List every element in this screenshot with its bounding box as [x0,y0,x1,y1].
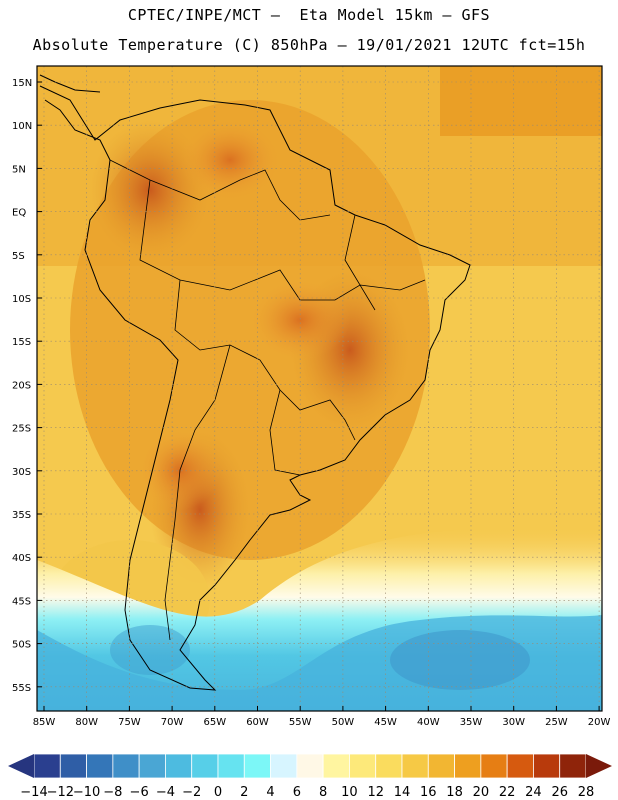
colorbar-segment [427,753,455,779]
colorbar-segment [217,753,245,779]
colorbar-label: 10 [341,785,358,800]
lon-tick-label: 65W [203,717,226,728]
colorbar-label: 26 [551,785,568,800]
lon-tick-label: 35W [460,717,483,728]
colorbar-label: 22 [499,785,516,800]
colorbar-segment [506,753,534,779]
colorbar-segment [59,753,87,779]
lon-tick-label: 60W [246,717,269,728]
country-borders [109,159,426,641]
colorbar-label: 24 [525,785,542,800]
colorbar-segment [138,753,166,779]
colorbar-label: 8 [319,785,327,800]
colorbar-label: 2 [240,785,248,800]
colorbar-segment [559,753,587,779]
colorbar-label: −2 [182,785,201,800]
colorbar-segment [243,753,271,779]
colorbar-segment [86,753,114,779]
lon-tick-label: 75W [118,717,141,728]
colorbar-label: 28 [578,785,595,800]
lon-tick-label: 50W [332,717,355,728]
lon-tick-label: 85W [33,717,56,728]
colorbar-segment [112,753,140,779]
map-frame [36,65,603,712]
colorbar-segment [401,753,429,779]
lon-tick-label: 25W [545,717,568,728]
lat-tick-label: 25S [12,424,31,435]
lat-tick-label: 20S [12,380,31,391]
lon-tick-label: 45W [374,717,397,728]
lat-tick-label: 55S [12,683,31,694]
temperature-field [37,66,602,711]
lat-tick-label: 5S [12,251,25,262]
lat-tick-label: 15N [12,78,32,89]
colorbar-min-arrow [8,754,34,778]
lat-tick-label: 15S [12,337,31,348]
colorbar-segment [165,753,193,779]
colorbar-segment [480,753,508,779]
lat-tick-label: 40S [12,553,31,564]
latitude-labels: 15N 10N 5N EQ 5S 10S 15S 20S 25S 30S 35S 40S 45S 50S 5… [12,78,42,694]
colorbar-label: −8 [103,785,122,800]
lat-tick-label: EQ [12,208,26,219]
header-line-2: Absolute Temperature (C) 850hPa – 19/01/… [32,36,586,54]
lat-tick-label: 45S [12,596,31,607]
colorbar-label: 6 [293,785,301,800]
lat-tick-label: 35S [12,510,31,521]
colorbar-segment [296,753,324,779]
colorbar-label: 0 [214,785,222,800]
colorbar-segment [191,753,219,779]
lon-tick-label: 40W [417,717,440,728]
colorbar-segment [270,753,298,779]
colorbar-label: 4 [266,785,274,800]
colorbar-segment [322,753,350,779]
colorbar-segment [375,753,403,779]
colorbar-labels: −14−12−10 −8 −6 −4 −2 0 2 4 6 8 10 12 14 16 18 20 22 24 26… [20,785,594,800]
colorbar-segment [454,753,482,779]
colorbar-segment [533,753,561,779]
colorbar-label: −14 [20,785,47,800]
colorbar-segment [349,753,377,779]
colorbar-label: −10 [73,785,100,800]
colorbar-label: 20 [473,785,490,800]
lon-tick-label: 55W [289,717,312,728]
coastline [39,74,471,691]
lat-tick-label: 10N [12,121,32,132]
colorbar-label: −4 [156,785,175,800]
header-line-1: CPTEC/INPE/MCT – Eta Model 15km – GFS [127,6,491,24]
colorbar-max-arrow [586,754,612,778]
lon-tick-label: 30W [502,717,525,728]
colorbar-label: 12 [367,785,384,800]
colorbar-label: −12 [47,785,74,800]
lat-tick-label: 50S [12,640,31,651]
lat-tick-label: 10S [12,294,31,305]
longitude-labels: 85W 80W 75W 70W 65W 60W 55W 50W 45W 40W 35W 30W 25W 2… [33,706,611,728]
lon-tick-label: 70W [161,717,184,728]
lon-tick-label: 80W [75,717,98,728]
colorbar-segment [33,753,61,779]
colorbar-label: 14 [394,785,411,800]
colorbar-label: 16 [420,785,437,800]
colorbar-label: −6 [130,785,149,800]
lon-tick-label: 20W [588,717,611,728]
colorbar-label: 18 [446,785,463,800]
colorbar [8,753,612,779]
lat-tick-label: 30S [12,467,31,478]
lat-tick-label: 5N [12,164,26,175]
